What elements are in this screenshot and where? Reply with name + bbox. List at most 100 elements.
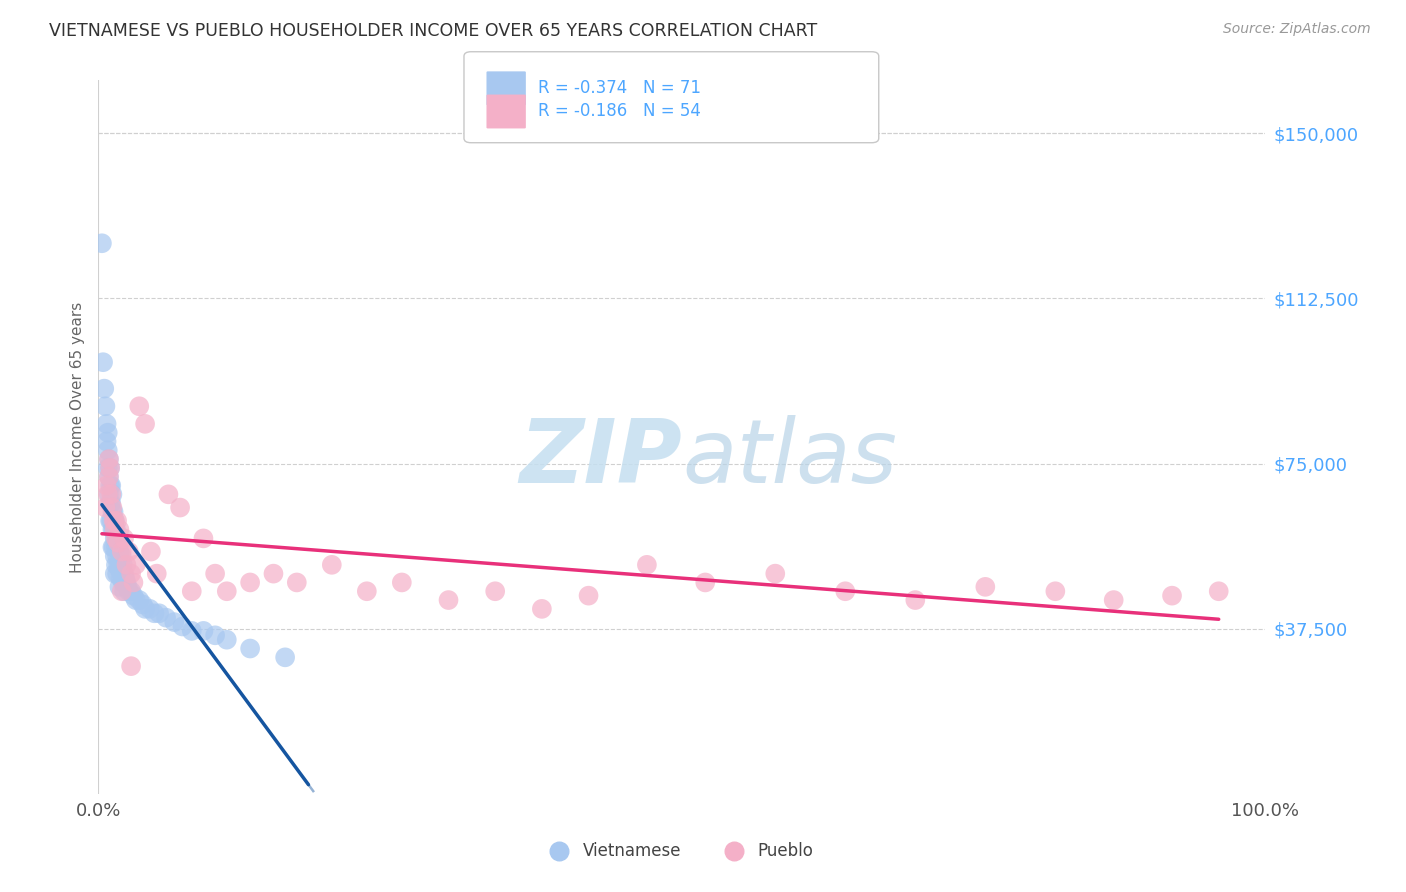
- Point: [169, 500, 191, 515]
- Point: [96, 434, 118, 449]
- Point: [96, 478, 118, 492]
- Text: atlas: atlas: [682, 416, 897, 501]
- Point: [101, 500, 124, 515]
- Point: [108, 544, 131, 558]
- Text: Vietnamese: Vietnamese: [582, 842, 682, 860]
- Point: [139, 602, 162, 616]
- Point: [98, 478, 121, 492]
- Point: [111, 566, 134, 581]
- Point: [114, 571, 136, 585]
- Point: [104, 523, 127, 537]
- Point: [125, 558, 148, 572]
- Y-axis label: Householder Income Over 65 years: Householder Income Over 65 years: [69, 301, 84, 573]
- Point: [103, 505, 125, 519]
- Point: [1208, 584, 1230, 599]
- Point: [204, 566, 226, 581]
- Point: [108, 562, 131, 576]
- Point: [134, 602, 156, 616]
- Point: [120, 566, 142, 581]
- Point: [1161, 589, 1184, 603]
- Point: [105, 566, 128, 581]
- Point: [117, 580, 139, 594]
- Point: [763, 566, 786, 581]
- Point: [636, 558, 658, 572]
- Text: ZIP: ZIP: [519, 415, 682, 502]
- Point: [723, 787, 745, 801]
- Point: [122, 589, 145, 603]
- Point: [97, 425, 120, 440]
- Point: [904, 593, 927, 607]
- Point: [111, 584, 134, 599]
- Point: [834, 584, 856, 599]
- Point: [104, 558, 127, 572]
- Point: [128, 593, 150, 607]
- Point: [104, 523, 127, 537]
- Point: [530, 602, 553, 616]
- Point: [391, 575, 413, 590]
- Point: [98, 461, 121, 475]
- Point: [90, 236, 112, 251]
- Point: [163, 615, 186, 629]
- Point: [215, 632, 238, 647]
- Point: [180, 624, 202, 638]
- Point: [97, 443, 120, 458]
- Point: [101, 505, 124, 519]
- Point: [120, 584, 142, 599]
- Point: [143, 607, 166, 621]
- Point: [103, 514, 125, 528]
- Point: [274, 650, 297, 665]
- Point: [101, 487, 124, 501]
- Point: [97, 469, 120, 483]
- Point: [97, 452, 120, 467]
- Point: [139, 544, 162, 558]
- Point: [97, 452, 120, 467]
- Point: [180, 584, 202, 599]
- Point: [115, 558, 138, 572]
- Point: [1102, 593, 1125, 607]
- Point: [128, 399, 150, 413]
- Point: [108, 580, 131, 594]
- Point: [104, 549, 127, 563]
- Text: Pueblo: Pueblo: [758, 842, 814, 860]
- Point: [96, 417, 118, 431]
- Point: [110, 553, 132, 567]
- Point: [146, 566, 169, 581]
- Point: [104, 532, 127, 546]
- Point: [98, 514, 121, 528]
- Text: Source: ZipAtlas.com: Source: ZipAtlas.com: [1223, 22, 1371, 37]
- Point: [118, 544, 141, 558]
- Point: [91, 355, 114, 369]
- Point: [356, 584, 378, 599]
- Point: [172, 619, 194, 633]
- Point: [110, 571, 132, 585]
- Point: [239, 641, 262, 656]
- Point: [103, 540, 125, 554]
- Point: [103, 523, 125, 537]
- Point: [118, 584, 141, 599]
- Point: [104, 540, 127, 554]
- Point: [107, 540, 129, 554]
- Point: [100, 487, 122, 501]
- Point: [107, 536, 129, 550]
- Point: [104, 514, 127, 528]
- Point: [695, 575, 717, 590]
- Point: [239, 575, 262, 590]
- Point: [93, 382, 115, 396]
- Point: [262, 566, 284, 581]
- Point: [94, 500, 117, 515]
- Point: [111, 549, 134, 563]
- Point: [193, 532, 215, 546]
- Point: [105, 532, 128, 546]
- Point: [115, 575, 138, 590]
- Point: [104, 532, 127, 546]
- Point: [111, 575, 134, 590]
- Point: [125, 593, 148, 607]
- Point: [548, 787, 571, 801]
- Point: [104, 566, 127, 581]
- Point: [321, 558, 343, 572]
- Point: [98, 496, 121, 510]
- Point: [578, 589, 600, 603]
- Point: [105, 514, 128, 528]
- Point: [132, 598, 155, 612]
- Point: [122, 575, 145, 590]
